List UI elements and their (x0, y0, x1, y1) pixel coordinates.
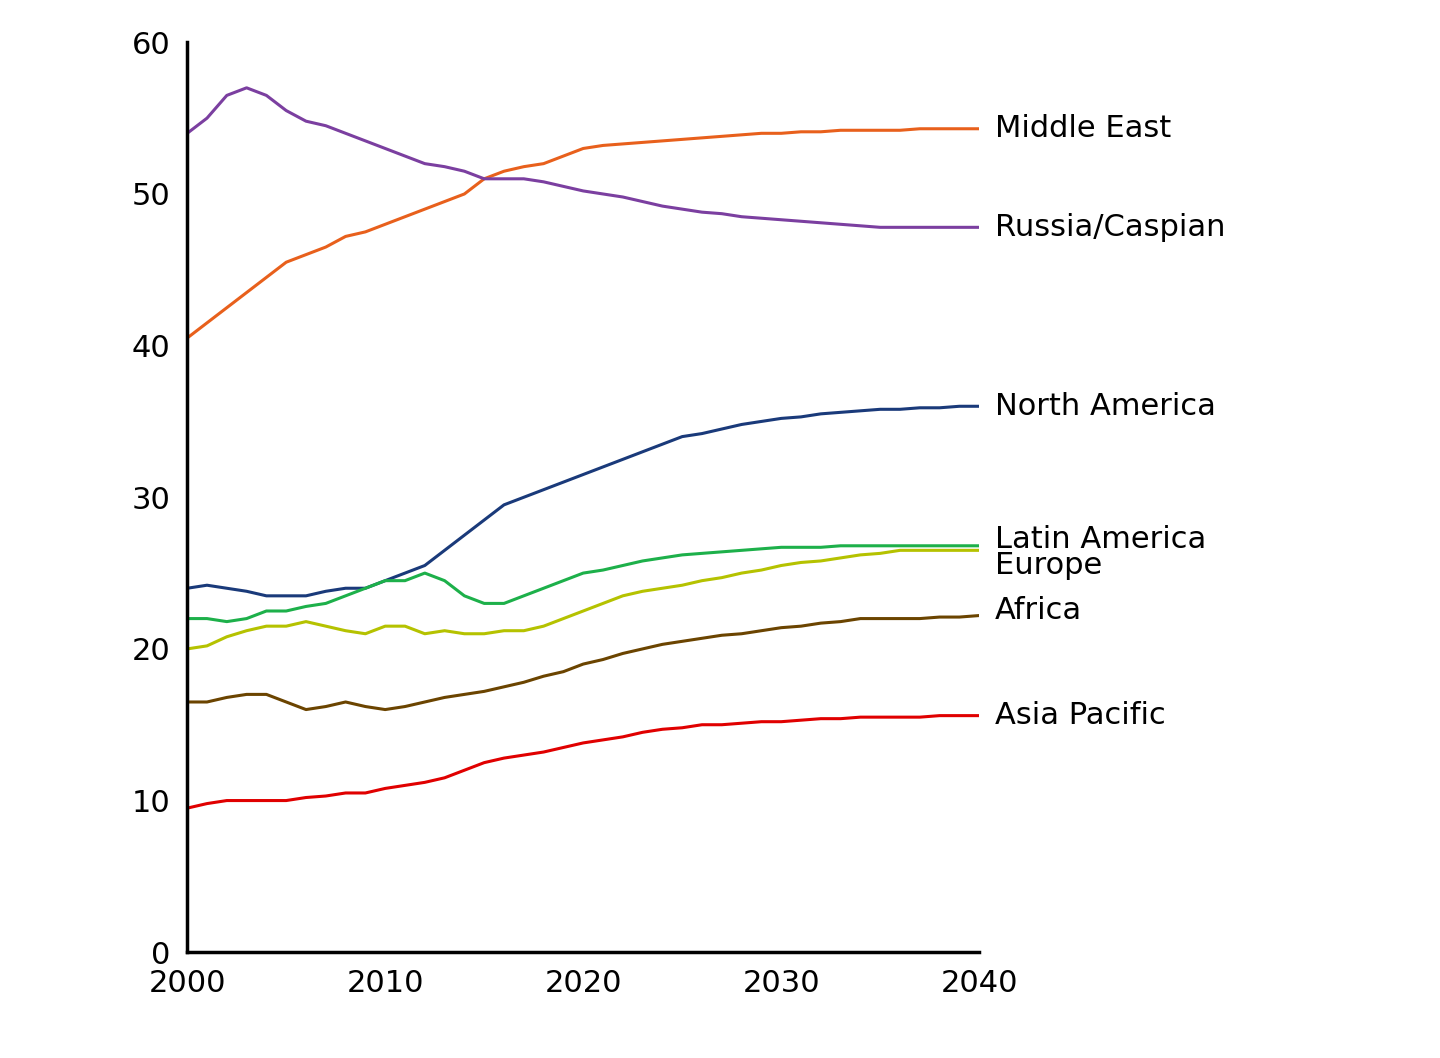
Text: Europe: Europe (995, 551, 1102, 580)
Text: Asia Pacific: Asia Pacific (995, 701, 1166, 730)
Text: Middle East: Middle East (995, 114, 1171, 143)
Text: Russia/Caspian: Russia/Caspian (995, 213, 1225, 242)
Text: Latin America: Latin America (995, 525, 1207, 554)
Text: North America: North America (995, 391, 1215, 421)
Text: Africa: Africa (995, 597, 1083, 625)
